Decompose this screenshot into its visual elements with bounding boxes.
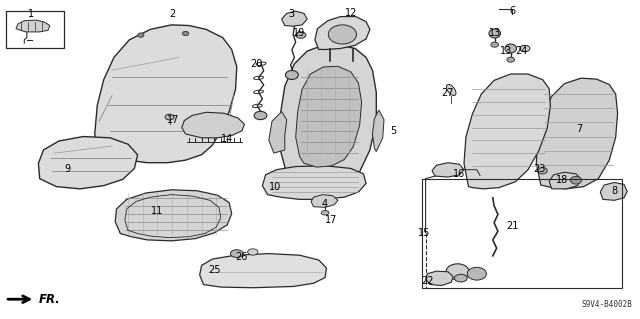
Ellipse shape bbox=[285, 70, 298, 79]
Text: 24: 24 bbox=[515, 46, 528, 56]
Polygon shape bbox=[464, 74, 550, 189]
Text: 5: 5 bbox=[390, 126, 397, 136]
Text: 6: 6 bbox=[509, 6, 515, 16]
Ellipse shape bbox=[254, 111, 267, 120]
Ellipse shape bbox=[570, 176, 582, 184]
Polygon shape bbox=[269, 112, 287, 153]
Bar bbox=[6, 11, 64, 48]
Ellipse shape bbox=[321, 211, 329, 215]
Polygon shape bbox=[536, 78, 618, 189]
Text: 3: 3 bbox=[288, 9, 294, 19]
Polygon shape bbox=[311, 195, 338, 207]
Text: FR.: FR. bbox=[38, 293, 60, 306]
Polygon shape bbox=[296, 66, 362, 167]
Text: 9: 9 bbox=[64, 164, 70, 174]
Text: 17: 17 bbox=[325, 215, 338, 225]
Ellipse shape bbox=[467, 267, 486, 280]
Polygon shape bbox=[315, 17, 370, 49]
Polygon shape bbox=[549, 172, 581, 189]
Text: 15: 15 bbox=[418, 228, 431, 238]
Text: 11: 11 bbox=[150, 205, 163, 216]
Text: 7: 7 bbox=[576, 124, 582, 134]
Text: 25: 25 bbox=[208, 264, 221, 275]
Polygon shape bbox=[182, 112, 244, 138]
Bar bbox=[422, 179, 622, 288]
Ellipse shape bbox=[454, 274, 467, 282]
Text: 13: 13 bbox=[488, 28, 501, 39]
Text: 23: 23 bbox=[533, 164, 546, 174]
Polygon shape bbox=[426, 271, 453, 286]
Ellipse shape bbox=[489, 29, 500, 38]
Ellipse shape bbox=[138, 33, 144, 37]
Polygon shape bbox=[16, 20, 50, 32]
Ellipse shape bbox=[538, 167, 547, 174]
Polygon shape bbox=[262, 166, 366, 199]
Text: 2: 2 bbox=[170, 9, 176, 19]
Polygon shape bbox=[38, 137, 138, 189]
Ellipse shape bbox=[447, 85, 456, 95]
Ellipse shape bbox=[296, 32, 306, 38]
Ellipse shape bbox=[328, 25, 356, 44]
Text: 22: 22 bbox=[421, 276, 434, 286]
Text: 10: 10 bbox=[269, 182, 282, 192]
Text: 17: 17 bbox=[166, 115, 179, 125]
Ellipse shape bbox=[505, 44, 516, 53]
Text: 18: 18 bbox=[556, 175, 568, 185]
Polygon shape bbox=[372, 110, 384, 152]
Text: 12: 12 bbox=[344, 8, 357, 18]
Ellipse shape bbox=[165, 114, 174, 120]
Polygon shape bbox=[115, 190, 232, 241]
Ellipse shape bbox=[182, 31, 189, 36]
Polygon shape bbox=[600, 182, 627, 200]
Polygon shape bbox=[282, 11, 307, 26]
Ellipse shape bbox=[507, 57, 515, 62]
Polygon shape bbox=[432, 163, 464, 177]
Ellipse shape bbox=[446, 264, 469, 280]
Ellipse shape bbox=[248, 249, 258, 255]
Text: 8: 8 bbox=[611, 186, 618, 197]
Text: 21: 21 bbox=[506, 221, 518, 232]
Text: 1: 1 bbox=[28, 9, 34, 19]
Text: 26: 26 bbox=[235, 252, 248, 262]
Text: 20: 20 bbox=[250, 59, 262, 69]
Text: 19: 19 bbox=[293, 28, 306, 39]
Text: 13: 13 bbox=[499, 46, 512, 56]
Text: S9V4-B4002B: S9V4-B4002B bbox=[582, 300, 632, 309]
Polygon shape bbox=[280, 45, 376, 182]
Text: 16: 16 bbox=[453, 169, 466, 179]
Polygon shape bbox=[95, 25, 237, 163]
Text: 14: 14 bbox=[221, 134, 234, 144]
Text: 27: 27 bbox=[442, 87, 454, 98]
Ellipse shape bbox=[230, 250, 243, 257]
Ellipse shape bbox=[491, 42, 499, 47]
Ellipse shape bbox=[520, 45, 530, 52]
Text: 4: 4 bbox=[322, 199, 328, 209]
Polygon shape bbox=[200, 254, 326, 288]
